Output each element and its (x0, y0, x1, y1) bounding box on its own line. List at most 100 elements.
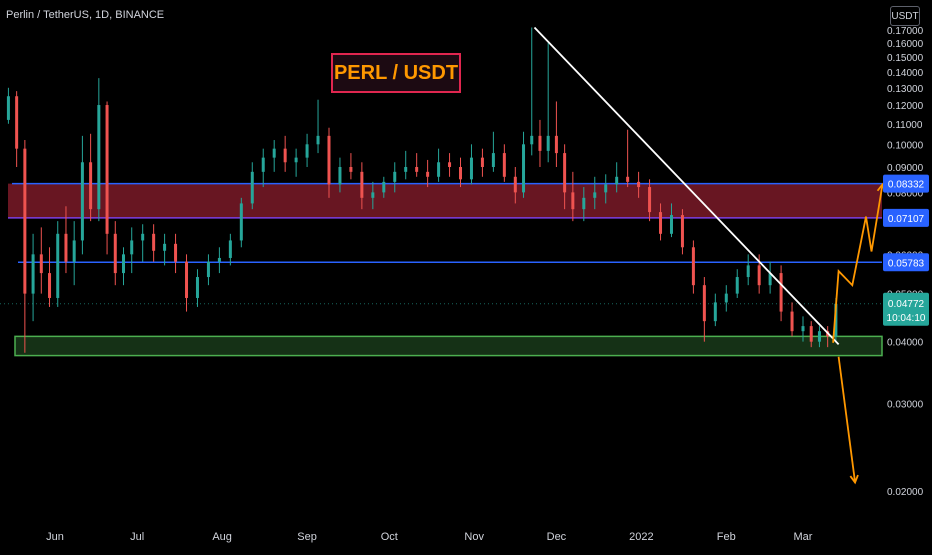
candle-body (615, 176, 619, 185)
candle-body (809, 326, 813, 342)
currency-button[interactable]: USDT (890, 6, 920, 26)
pair-annotation: PERL / USDT (331, 53, 461, 93)
candle-body (316, 135, 320, 145)
candle-body (89, 162, 93, 210)
bullish-projection-path (832, 184, 884, 343)
candle-body (294, 157, 298, 163)
candle-body (338, 167, 342, 185)
descending-trendline (533, 26, 840, 346)
candle-body (185, 261, 189, 298)
candle-body (371, 192, 375, 198)
candle-body (779, 273, 783, 312)
y-tick-label: 0.14000 (887, 68, 924, 79)
resistance-zone (8, 183, 882, 218)
price-label-box (883, 174, 929, 193)
candle-body (15, 96, 19, 149)
x-tick-label: Dec (547, 531, 567, 543)
candle-body (105, 105, 109, 234)
y-tick-label: 0.08000 (887, 188, 924, 199)
candle-body (23, 148, 27, 294)
current-price-label: 0.04772 (888, 299, 925, 310)
candle-body (546, 135, 550, 151)
x-tick-label: Nov (464, 531, 484, 543)
candle-body (691, 247, 695, 286)
candle-body (724, 293, 728, 303)
candle-body (217, 257, 221, 262)
candle-body (604, 184, 608, 193)
candle-body (735, 277, 739, 294)
candle-body (228, 240, 232, 258)
candle-body (582, 197, 586, 210)
price-label-box (883, 208, 929, 227)
candle-body (130, 240, 134, 255)
x-tick-label: Sep (297, 531, 317, 543)
candle-body (72, 240, 76, 262)
candle-body (502, 153, 506, 177)
candle-body (530, 135, 534, 145)
candle-body (768, 273, 772, 286)
candle-body (659, 212, 663, 234)
candle-body (64, 233, 68, 262)
candle-body (757, 265, 761, 286)
candle-body (702, 285, 706, 322)
candle-body (163, 243, 167, 251)
price-label: 0.07107 (888, 214, 925, 225)
y-tick-label: 0.10000 (887, 140, 924, 151)
candle-body (448, 162, 452, 168)
candle-body (283, 148, 287, 163)
candle-body (480, 157, 484, 168)
candle-body (360, 171, 364, 198)
candle-body (669, 215, 673, 234)
y-tick-label: 0.17000 (887, 26, 924, 37)
candle-body (404, 167, 408, 172)
x-tick-label: Aug (212, 531, 232, 543)
price-label-box (883, 253, 929, 272)
candle-body (513, 176, 517, 193)
y-tick-label: 0.02000 (887, 487, 924, 498)
candle-body (491, 153, 495, 168)
candle-body (571, 192, 575, 210)
bearish-projection-arrowhead (849, 474, 859, 485)
candle-body (393, 171, 397, 182)
candle-body (195, 277, 199, 298)
price-label: 0.08332 (888, 180, 925, 191)
candle-body (239, 203, 243, 241)
candle-body (834, 303, 838, 337)
candle-body (80, 162, 84, 241)
y-tick-label: 0.13000 (887, 84, 924, 95)
candle-body (272, 148, 276, 158)
candle-body (626, 176, 630, 182)
candle-body (206, 261, 210, 278)
candle-body (563, 153, 567, 193)
candle-body (152, 233, 156, 251)
candle-body (415, 167, 419, 172)
y-tick-label: 0.12000 (887, 101, 924, 112)
candle-body (121, 254, 125, 274)
current-price-box (883, 292, 929, 326)
y-tick-label: 0.11000 (887, 120, 923, 131)
y-tick-label: 0.16000 (887, 39, 924, 50)
candle-body (305, 144, 309, 158)
candle-body (382, 181, 386, 193)
candle-body (746, 265, 750, 278)
candle-body (349, 167, 353, 172)
candle-body (39, 254, 43, 274)
support-zone (14, 335, 883, 357)
candle-body (113, 233, 117, 274)
x-tick-label: Jul (130, 531, 144, 543)
candle-body (593, 192, 597, 198)
countdown-label: 10:04:10 (887, 313, 926, 324)
price-label: 0.05783 (888, 258, 925, 269)
candle-body (522, 144, 526, 193)
y-tick-label: 0.15000 (887, 53, 924, 64)
candle-body (174, 243, 178, 262)
candle-body (538, 135, 542, 151)
candle-body (801, 326, 805, 332)
candle-body (469, 157, 473, 180)
candle-body (250, 171, 254, 204)
candle-body (680, 215, 684, 248)
candle-body (56, 233, 60, 298)
